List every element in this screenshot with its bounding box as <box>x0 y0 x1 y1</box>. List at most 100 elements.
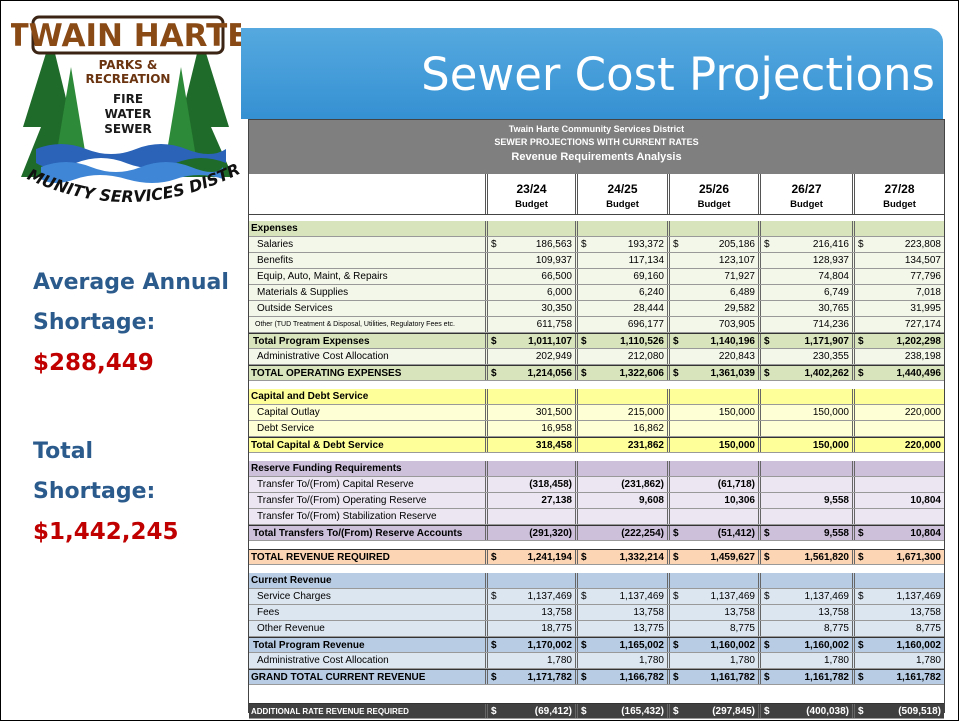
value: 1,160,002 <box>804 639 850 651</box>
row-label: Total Program Revenue <box>253 639 365 651</box>
cell: 30,765 <box>758 301 852 316</box>
cell: 212,080 <box>575 349 667 364</box>
cell: 30,350 <box>485 301 575 316</box>
currency: $ <box>673 527 679 539</box>
cell: 8,775 <box>852 621 944 636</box>
cell: $1,214,056 <box>485 366 575 380</box>
value: 150,000 <box>812 407 849 418</box>
value: 10,804 <box>910 527 941 539</box>
table-row: Salaries $186,563 $193,372 $205,186 $216,416… <box>249 237 944 253</box>
table-row: TOTAL OPERATING EXPENSES $1,214,056 $1,322… <box>249 365 944 381</box>
section: Reserve Funding Requirements Transfer To/… <box>249 461 944 541</box>
value: 31,995 <box>910 303 941 314</box>
cell: 69,160 <box>575 269 667 284</box>
cell: $1,170,002 <box>485 638 575 652</box>
cell: $1,160,002 <box>758 638 852 652</box>
column: 26/27 Budget <box>758 174 852 214</box>
row-label: Administrative Cost Allocation <box>257 351 389 362</box>
row-label: Transfer To/(From) Capital Reserve <box>257 479 414 490</box>
value: 1,561,820 <box>804 551 850 563</box>
currency: $ <box>858 671 864 683</box>
value: (61,718) <box>717 479 755 490</box>
value: 9,608 <box>638 495 664 506</box>
value: 13,758 <box>910 607 941 618</box>
row-label: Transfer To/(From) Stabilization Reserve <box>257 511 437 522</box>
cell: $1,165,002 <box>575 638 667 652</box>
value: 1,780 <box>638 655 664 666</box>
cell: $ (400,038) <box>758 704 852 718</box>
value: 30,350 <box>541 303 572 314</box>
value: 8,775 <box>823 623 849 634</box>
column-type: Budget <box>515 199 548 210</box>
cell: $1,332,214 <box>575 550 667 564</box>
value: (297,845) <box>712 705 755 717</box>
value: 13,758 <box>633 607 664 618</box>
value: 74,804 <box>818 271 849 282</box>
cell: 1,780 <box>667 653 758 668</box>
value: 202,949 <box>535 351 572 362</box>
wave <box>36 144 226 168</box>
cell: 13,758 <box>852 605 944 620</box>
value: 8,775 <box>729 623 755 634</box>
value: 1,780 <box>729 655 755 666</box>
value: (51,412) <box>717 527 755 539</box>
currency: $ <box>673 551 679 563</box>
value: 1,332,214 <box>619 551 665 563</box>
stat-label: Total <box>33 439 94 464</box>
cell: 611,758 <box>485 317 575 332</box>
cell: $1,137,469 <box>575 589 667 604</box>
table-row: Materials & Supplies 6,000 6,240 6,489 6,749… <box>249 285 944 301</box>
currency: $ <box>581 705 587 717</box>
cell: $1,671,300 <box>852 550 944 564</box>
currency: $ <box>581 671 587 683</box>
cell: 215,000 <box>575 405 667 420</box>
cell: 6,489 <box>667 285 758 300</box>
cell: 1,780 <box>485 653 575 668</box>
cell: 28,444 <box>575 301 667 316</box>
cell: 727,174 <box>852 317 944 332</box>
table-row: Transfer To/(From) Capital Reserve (318,4… <box>249 477 944 493</box>
value: 696,177 <box>627 319 664 330</box>
cell: $1,110,526 <box>575 334 667 348</box>
stat: Average Annual Shortage: $288,449 <box>33 263 229 383</box>
currency: $ <box>581 639 587 651</box>
cell: $1,440,496 <box>852 366 944 380</box>
table-row: Total Program Revenue $1,170,002 $1,165,00… <box>249 637 944 653</box>
cell <box>852 509 944 524</box>
cell <box>667 509 758 524</box>
cell: 8,775 <box>667 621 758 636</box>
currency: $ <box>858 639 864 651</box>
table-row: Debt Service 16,958 16,862 <box>249 421 944 437</box>
value: 10,804 <box>910 495 941 506</box>
cell: $1,361,039 <box>667 366 758 380</box>
value: 1,780 <box>546 655 572 666</box>
value: 212,080 <box>627 351 664 362</box>
cell <box>852 421 944 436</box>
cell: (61,718) <box>667 477 758 492</box>
value: 1,166,782 <box>619 671 665 683</box>
value: 193,372 <box>627 239 664 250</box>
cell: (318,458) <box>485 477 575 492</box>
cell: 1,780 <box>758 653 852 668</box>
currency: $ <box>764 671 770 683</box>
logo-service: PARKS & <box>99 58 158 72</box>
cell: 318,458 <box>485 438 575 452</box>
cell: 13,775 <box>575 621 667 636</box>
cell: $ (51,412) <box>667 526 758 540</box>
empty-cell <box>575 221 667 236</box>
cell: 10,306 <box>667 493 758 508</box>
cell: $193,372 <box>575 237 667 252</box>
cell: 13,758 <box>667 605 758 620</box>
value: 1,165,002 <box>619 639 665 651</box>
row-label: TOTAL OPERATING EXPENSES <box>251 367 402 379</box>
budget-table: Twain Harte Community Services District S… <box>248 119 945 719</box>
cell <box>575 509 667 524</box>
slide-title: Sewer Cost Projections <box>421 48 935 101</box>
cell: $1,402,262 <box>758 366 852 380</box>
column: 24/25 Budget <box>575 174 667 214</box>
currency: $ <box>673 367 679 379</box>
table-row: Benefits 109,937 117,134 123,107 128,937 134,… <box>249 253 944 269</box>
table-row: Transfer To/(From) Operating Reserve 27,1… <box>249 493 944 509</box>
cell: $ (69,412) <box>485 704 575 718</box>
value: 18,775 <box>541 623 572 634</box>
